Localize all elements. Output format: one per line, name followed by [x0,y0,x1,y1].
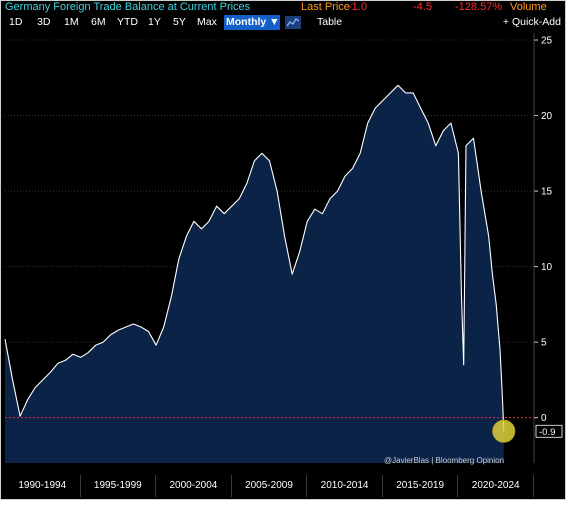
frequency-dropdown[interactable]: Monthly ▼ [224,15,280,30]
y-tick-label: 25 [541,36,553,47]
y-tick-label: 5 [541,338,547,349]
chart-window: Germany Foreign Trade Balance at Current… [0,0,566,500]
last-value-tag: -0.9 [539,427,555,438]
chart-plot: 25 20 15 10 5 0 -0.9 [4,33,563,464]
series-area [5,85,504,464]
title-bar: Germany Foreign Trade Balance at Current… [1,1,565,14]
change-absolute: -4.5 [413,1,432,13]
range-5y-button[interactable]: 5Y [173,16,186,28]
range-1y-button[interactable]: 1Y [148,16,161,28]
chart-title: Germany Foreign Trade Balance at Current… [5,1,251,13]
last-value-marker [492,419,516,443]
toolbar: 1D 3D 1M 6M YTD 1Y 5Y Max Monthly ▼ Tabl… [1,15,565,30]
range-6m-button[interactable]: 6M [91,16,106,28]
last-price-label: Last Price [301,1,350,13]
x-tick-label: 1990-1994 [5,475,81,497]
range-1m-button[interactable]: 1M [64,16,79,28]
x-tick-label: 2020-2024 [458,475,534,497]
range-max-button[interactable]: Max [197,16,217,28]
change-percent: -128.57% [455,1,503,13]
line-chart-icon[interactable] [285,16,301,29]
last-value-tag-box [535,424,563,438]
x-tick-label: 1995-1999 [81,475,157,497]
range-ytd-button[interactable]: YTD [117,16,138,28]
quick-add-button[interactable]: + Quick-Add [502,16,561,28]
y-tick-label: 20 [541,111,553,122]
x-tick-label: 2010-2014 [307,475,383,497]
x-tick-label: 2015-2019 [383,475,459,497]
y-tick-label: 10 [541,262,553,273]
x-tick-label: 2005-2009 [232,475,308,497]
table-button[interactable]: Table [317,16,343,28]
range-3d-button[interactable]: 3D [37,16,51,28]
last-price-value: -1.0 [348,1,367,13]
watermark: @JavierBlas | Bloomberg Opinion [384,456,505,465]
y-tick-label: 15 [541,187,553,198]
x-axis: 1990-1994 1995-1999 2000-2004 2005-2009 2010… [1,475,561,497]
series-line [4,84,505,432]
range-1d-button[interactable]: 1D [9,16,23,28]
volume-label[interactable]: Volume [510,1,547,13]
y-tick-label: 0 [541,413,547,424]
x-tick-label: 2000-2004 [156,475,232,497]
